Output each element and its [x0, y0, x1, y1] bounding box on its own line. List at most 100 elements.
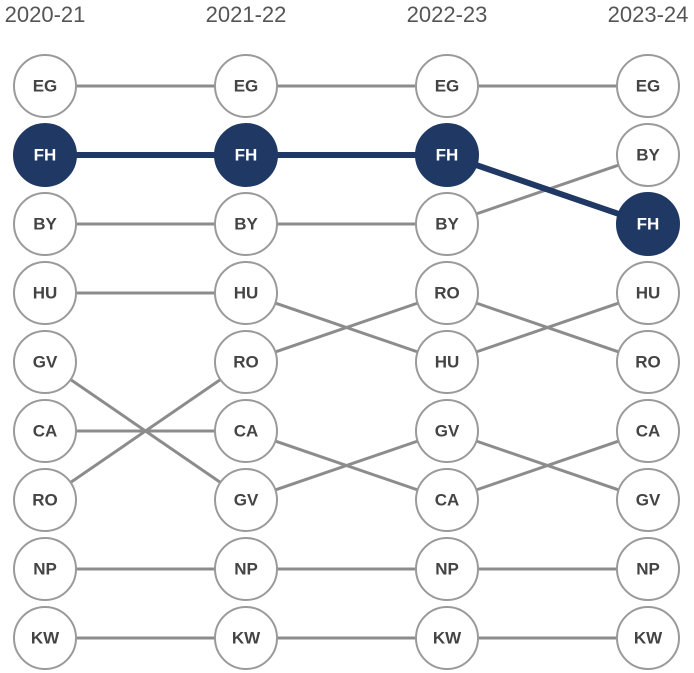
node: NP — [214, 537, 278, 601]
node: KW — [616, 606, 680, 670]
node: RO — [13, 468, 77, 532]
node: CA — [616, 399, 680, 463]
node-label: KW — [634, 628, 663, 647]
node: NP — [415, 537, 479, 601]
node: BY — [616, 123, 680, 187]
node: BY — [415, 192, 479, 256]
node-circle — [13, 261, 77, 325]
node-label: BY — [33, 214, 57, 233]
node-label: RO — [434, 283, 460, 302]
node-label: NP — [636, 559, 660, 578]
node-circle — [415, 330, 479, 394]
node: GV — [616, 468, 680, 532]
node-label: FH — [34, 145, 57, 164]
node-circle — [13, 330, 77, 394]
node-label: EG — [33, 76, 58, 95]
node-label: FH — [436, 145, 459, 164]
node-circle — [214, 468, 278, 532]
node: NP — [13, 537, 77, 601]
node: FH — [415, 123, 479, 187]
node: KW — [214, 606, 278, 670]
node-label: EG — [234, 76, 259, 95]
node: FH — [13, 123, 77, 187]
node: CA — [214, 399, 278, 463]
node-circle — [415, 192, 479, 256]
column-header: 2022-23 — [407, 2, 488, 27]
node-label: KW — [433, 628, 462, 647]
node-label: RO — [635, 352, 661, 371]
connectors — [44, 84, 649, 640]
node: RO — [214, 330, 278, 394]
node-circle — [13, 606, 77, 670]
node-circle — [13, 399, 77, 463]
node: BY — [214, 192, 278, 256]
node-circle — [616, 330, 680, 394]
node: GV — [214, 468, 278, 532]
node: EG — [415, 54, 479, 118]
node-circle — [415, 261, 479, 325]
node-circle — [616, 468, 680, 532]
node-circle — [214, 537, 278, 601]
node-label: BY — [435, 214, 459, 233]
node-circle — [214, 330, 278, 394]
connector — [446, 429, 649, 502]
node-label: HU — [435, 352, 460, 371]
node-label: FH — [235, 145, 258, 164]
node-circle — [616, 537, 680, 601]
node: HU — [13, 261, 77, 325]
node-label: BY — [234, 214, 258, 233]
node-circle — [13, 468, 77, 532]
node-label: KW — [232, 628, 261, 647]
node-label: CA — [234, 421, 259, 440]
node-label: HU — [33, 283, 58, 302]
node-label: EG — [636, 76, 661, 95]
node-label: BY — [636, 145, 660, 164]
node-label: GV — [234, 490, 259, 509]
connector — [245, 429, 448, 502]
node-circle — [214, 192, 278, 256]
node-circle — [214, 399, 278, 463]
node-label: FH — [637, 214, 660, 233]
node: RO — [415, 261, 479, 325]
node-circle — [415, 54, 479, 118]
node-label: CA — [636, 421, 661, 440]
node: HU — [415, 330, 479, 394]
node: NP — [616, 537, 680, 601]
node: HU — [616, 261, 680, 325]
node: CA — [13, 399, 77, 463]
node-circle — [616, 606, 680, 670]
node-label: CA — [33, 421, 58, 440]
node: FH — [214, 123, 278, 187]
node-label: HU — [636, 283, 661, 302]
node-label: NP — [33, 559, 57, 578]
node-circle — [214, 606, 278, 670]
node-circle — [415, 399, 479, 463]
node-circle — [415, 606, 479, 670]
node-circle — [415, 537, 479, 601]
node-label: KW — [31, 628, 60, 647]
node: EG — [13, 54, 77, 118]
highlight-connector — [446, 152, 649, 227]
node: GV — [13, 330, 77, 394]
node-label: EG — [435, 76, 460, 95]
node-label: GV — [33, 352, 58, 371]
node: FH — [616, 192, 680, 256]
node-circle — [616, 261, 680, 325]
column-header: 2020-21 — [5, 2, 86, 27]
node: EG — [214, 54, 278, 118]
connector — [245, 291, 448, 364]
node-label: CA — [435, 490, 460, 509]
node-circle — [214, 123, 278, 187]
node-label: HU — [234, 283, 259, 302]
node-label: NP — [435, 559, 459, 578]
node: GV — [415, 399, 479, 463]
nodes: EG FH BY HU GV CA RO NP KW EG FH BY HU RO CA GV NP KW EG FH… — [13, 54, 680, 670]
node: RO — [616, 330, 680, 394]
node-circle — [13, 537, 77, 601]
node-label: NP — [234, 559, 258, 578]
node-circle — [13, 123, 77, 187]
node: BY — [13, 192, 77, 256]
node-circle — [415, 468, 479, 532]
column-header: 2021-22 — [206, 2, 287, 27]
